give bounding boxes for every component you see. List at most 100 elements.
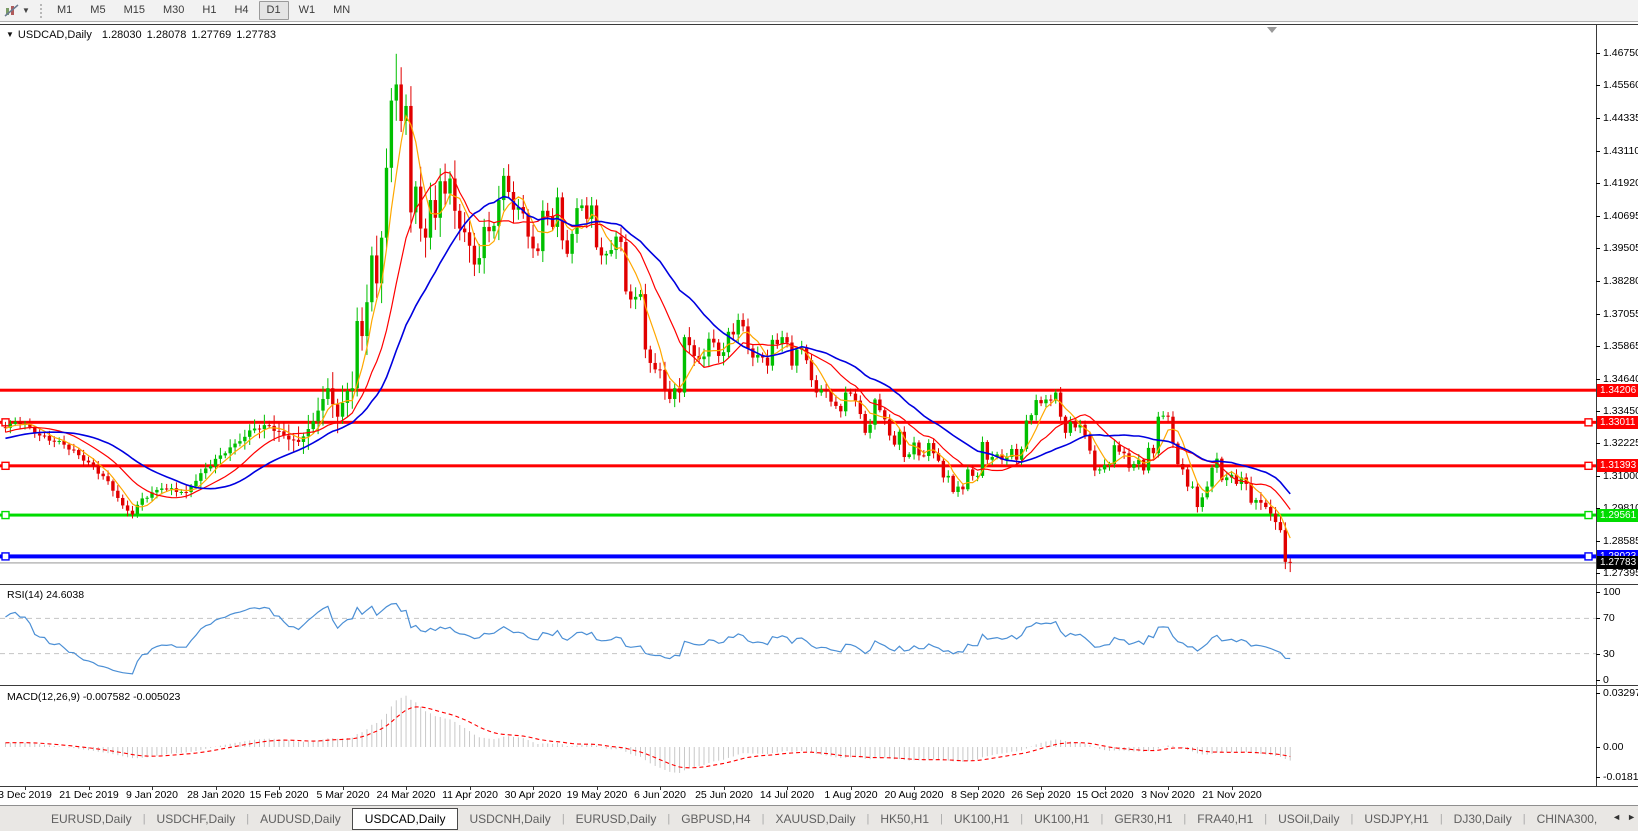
candle-body <box>834 401 838 406</box>
tab-scroll-left-icon[interactable]: ◄ <box>1612 812 1622 822</box>
price-tick-mark <box>1596 248 1600 249</box>
line-handle[interactable] <box>1584 461 1593 471</box>
time-tick-mark <box>152 786 153 790</box>
candle-body <box>1220 458 1224 481</box>
chart-tab-gbpusd-h4[interactable]: GBPUSD,H4 <box>681 812 751 826</box>
time-tick-label: 19 May 2020 <box>566 789 628 801</box>
candle-body <box>545 210 550 217</box>
time-tick-mark <box>1105 786 1106 790</box>
candle-body <box>643 294 648 350</box>
time-tick-mark <box>597 786 598 790</box>
candle-body <box>912 442 916 455</box>
tab-separator: | <box>1183 813 1187 825</box>
timeframe-button-h1[interactable]: H1 <box>202 4 217 16</box>
line-handle[interactable] <box>1 461 10 471</box>
chevron-down-icon[interactable]: ▼ <box>22 6 30 15</box>
line-handle[interactable] <box>1584 552 1593 561</box>
time-tick-label: 9 Jan 2020 <box>126 789 178 801</box>
candle-body <box>340 402 345 417</box>
candle-body <box>1288 561 1292 563</box>
candle-body <box>848 392 853 394</box>
candle-body <box>555 197 560 227</box>
chart-tab-hk50-h1[interactable]: HK50,H1 <box>880 812 930 826</box>
horizontal-line-1.33011[interactable] <box>0 420 1596 424</box>
chart-tab-ger30-h1[interactable]: GER30,H1 <box>1114 812 1173 826</box>
tab-scroll-right-icon[interactable]: ► <box>1627 812 1636 822</box>
chart-tab-xauusd-daily[interactable]: XAUUSD,Daily <box>775 812 856 826</box>
timeframe-group: M1 M5 M15 M30 H1 H4 D1 W1 MN <box>48 0 359 21</box>
candle-wick <box>522 195 524 219</box>
line-handle[interactable] <box>1584 418 1593 427</box>
line-handle[interactable] <box>1584 510 1593 520</box>
timeframe-button-m5[interactable]: M5 <box>90 4 106 16</box>
candle-body <box>785 337 789 343</box>
candle-body <box>296 439 301 442</box>
chart-tab-usdchf-daily[interactable]: USDCHF,Daily <box>156 812 236 826</box>
candle-body <box>282 431 286 436</box>
candle-body <box>116 490 120 498</box>
chart-tab-fra40-h1[interactable]: FRA40,H1 <box>1197 812 1254 826</box>
timeframe-button-m1[interactable]: M1 <box>57 4 73 16</box>
timeframe-button-d1[interactable]: D1 <box>258 1 289 20</box>
horizontal-line-1.31393[interactable] <box>0 464 1596 468</box>
candle-body <box>550 216 555 227</box>
chart-tab-eurusd-daily[interactable]: EURUSD,Daily <box>575 812 657 826</box>
charts-icon[interactable] <box>4 3 20 18</box>
candle-body <box>819 389 823 393</box>
candle-body <box>453 178 457 211</box>
macd-signal-line <box>5 706 1291 769</box>
rsi-pane[interactable] <box>0 585 1596 685</box>
candle-body <box>736 319 740 335</box>
chart-tab-china300-h1[interactable]: CHINA300,H1 <box>1536 812 1598 826</box>
candle-body <box>1117 445 1121 452</box>
chart-tab-usdjpy-h1[interactable]: USDJPY,H1 <box>1364 812 1429 826</box>
candle-body <box>1098 469 1102 471</box>
chart-tab-usdcnh-daily[interactable]: USDCNH,Daily <box>469 812 551 826</box>
candle-body <box>980 441 985 476</box>
candle-body <box>1132 464 1136 468</box>
macd-pane[interactable] <box>0 686 1596 785</box>
rsi-tick-mark <box>1596 618 1600 619</box>
chart-tab-eurusd-daily[interactable]: EURUSD,Daily <box>51 812 132 826</box>
candle-body <box>1063 416 1068 433</box>
candle-wick <box>4 421 6 433</box>
candle-body <box>204 468 208 474</box>
candle-body <box>331 388 335 405</box>
chart-tab-audusd-daily[interactable]: AUDUSD,Daily <box>260 812 341 826</box>
candle-body <box>721 352 726 356</box>
price-chart-pane[interactable] <box>0 25 1596 585</box>
timeframe-button-m15[interactable]: M15 <box>123 4 145 16</box>
candle-body <box>1049 399 1053 401</box>
pane-separator-macd[interactable] <box>0 685 1638 686</box>
horizontal-line-1.29561[interactable] <box>0 513 1596 517</box>
time-tick-label: 6 Jun 2020 <box>634 789 686 801</box>
symbol-dropdown-icon[interactable]: ▼ <box>6 30 14 39</box>
chart-tab-usdcad-daily[interactable]: USDCAD,Daily <box>351 807 459 830</box>
candle-body <box>741 319 745 327</box>
horizontal-line-1.28023[interactable] <box>0 554 1596 559</box>
price-tick-mark <box>1596 281 1600 282</box>
candle-body <box>1093 450 1097 471</box>
chart-tab-uk100-h1[interactable]: UK100,H1 <box>1034 812 1090 826</box>
time-axis-line <box>0 786 1638 787</box>
time-tick-label: 3 Nov 2020 <box>1141 789 1195 801</box>
chart-tab-uk100-h1[interactable]: UK100,H1 <box>953 812 1010 826</box>
candle-body <box>267 425 271 427</box>
candle-body <box>233 443 237 448</box>
timeframe-button-mn[interactable]: MN <box>333 4 351 16</box>
chart-tab-usoil-daily[interactable]: USOil,Daily <box>1278 812 1340 826</box>
timeframe-button-w1[interactable]: W1 <box>298 4 316 16</box>
horizontal-line-1.34206[interactable] <box>0 388 1596 392</box>
pane-separator-rsi[interactable] <box>0 584 1638 585</box>
chart-tab-dj30-daily[interactable]: DJ30,Daily <box>1453 812 1512 826</box>
candle-wick <box>801 340 803 355</box>
timeframe-button-m30[interactable]: M30 <box>162 4 185 16</box>
timeframe-button-h4[interactable]: H4 <box>234 4 249 16</box>
candle-body <box>790 342 794 366</box>
tab-separator: | <box>1350 813 1354 825</box>
candle-body <box>125 505 130 511</box>
line-handle[interactable] <box>1 510 10 520</box>
line-handle[interactable] <box>1 552 10 561</box>
chart-shift-marker-icon[interactable] <box>1267 27 1277 33</box>
candle-body <box>1039 400 1043 404</box>
